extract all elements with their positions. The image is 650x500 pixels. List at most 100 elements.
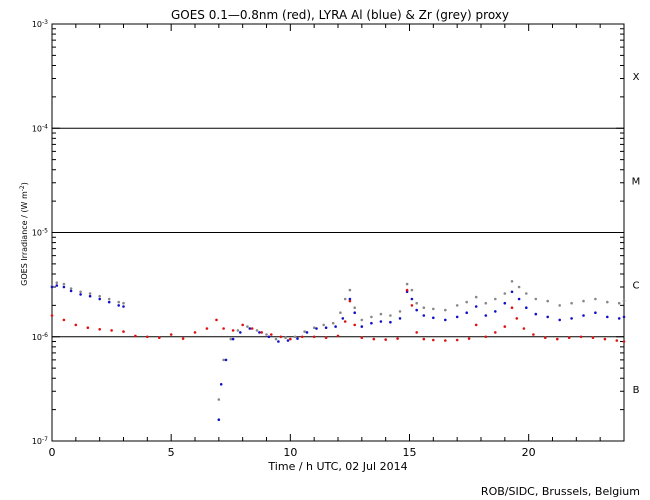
data-point [372, 337, 376, 341]
data-point [465, 300, 469, 304]
data-point [503, 301, 507, 305]
data-point [360, 318, 364, 322]
series-1 [50, 284, 626, 422]
data-point [217, 418, 221, 422]
data-point [432, 338, 435, 342]
data-point [484, 314, 488, 317]
data-point [69, 287, 73, 290]
data-point [315, 327, 318, 330]
data-point [444, 308, 447, 312]
data-point [606, 315, 609, 319]
data-point [546, 315, 549, 319]
data-point [558, 318, 561, 322]
flare-class-m: M [632, 176, 641, 187]
data-point [517, 285, 521, 289]
y-tick-label: 10-4 [32, 123, 48, 134]
data-point [410, 297, 414, 301]
data-point [324, 336, 328, 340]
data-point [236, 329, 240, 332]
data-point [217, 398, 221, 401]
data-series [50, 280, 626, 422]
data-point [215, 318, 218, 322]
data-point [181, 337, 185, 340]
data-point [558, 304, 561, 307]
data-point [532, 333, 535, 336]
y-axis: 10-7 10-6 10-5 10-4 10-3 [32, 19, 624, 447]
x-axis-label: Time / h UTC, 02 Jul 2014 [267, 460, 407, 473]
data-point [303, 330, 306, 333]
x-tick-label: 5 [168, 446, 175, 459]
y-tick-label: 10-7 [32, 436, 48, 447]
data-point [246, 325, 249, 328]
data-point [405, 288, 409, 292]
data-point [305, 331, 309, 334]
data-point [410, 304, 414, 307]
data-point [503, 292, 507, 295]
data-point [455, 338, 459, 342]
data-point [98, 294, 101, 298]
data-point [334, 325, 337, 328]
data-point [591, 336, 595, 340]
data-point [422, 306, 426, 310]
data-point [494, 297, 497, 301]
data-point [544, 336, 547, 340]
data-point [510, 280, 514, 283]
data-point [579, 335, 583, 339]
data-point [360, 336, 364, 340]
data-point [296, 337, 299, 340]
data-point [88, 294, 92, 298]
data-point [312, 335, 316, 339]
data-point [474, 323, 478, 327]
flare-class-x: X [633, 72, 640, 83]
data-point [110, 329, 113, 332]
data-point [622, 299, 626, 303]
data-point [146, 335, 149, 339]
data-point [107, 300, 111, 304]
data-point [117, 300, 120, 304]
data-point [556, 337, 559, 341]
data-point [534, 297, 538, 301]
data-point [293, 335, 297, 339]
data-point [219, 383, 223, 386]
data-point [353, 306, 357, 310]
data-point [248, 327, 252, 330]
data-point [503, 325, 507, 328]
x-tick-label: 10 [283, 446, 297, 459]
data-point [582, 314, 585, 317]
data-point [336, 334, 340, 338]
data-point [62, 282, 66, 286]
data-point [122, 305, 125, 308]
data-point [510, 306, 514, 310]
data-point [239, 331, 242, 334]
y-tick-label: 10-6 [32, 331, 48, 342]
data-point [50, 314, 54, 317]
series-0 [50, 280, 626, 401]
data-point [50, 285, 54, 289]
data-point [274, 337, 278, 341]
data-point [525, 292, 528, 295]
x-tick-label: 20 [522, 446, 536, 459]
data-point [224, 358, 228, 362]
data-point [534, 312, 538, 316]
data-point [622, 340, 626, 343]
data-point [286, 339, 290, 342]
data-point [398, 310, 402, 313]
data-point [267, 335, 271, 339]
data-point [594, 311, 597, 315]
data-point [389, 314, 392, 317]
data-point [494, 310, 497, 313]
data-point [205, 327, 209, 330]
data-point [467, 337, 471, 340]
flare-class-b: B [633, 385, 640, 396]
data-point [69, 289, 73, 293]
data-point [606, 300, 609, 304]
data-point [484, 301, 488, 305]
data-point [343, 297, 347, 301]
data-point [515, 317, 519, 320]
data-point [79, 293, 82, 296]
data-point [331, 321, 335, 325]
data-point [122, 301, 125, 305]
data-point [231, 337, 235, 341]
data-point [322, 323, 326, 327]
